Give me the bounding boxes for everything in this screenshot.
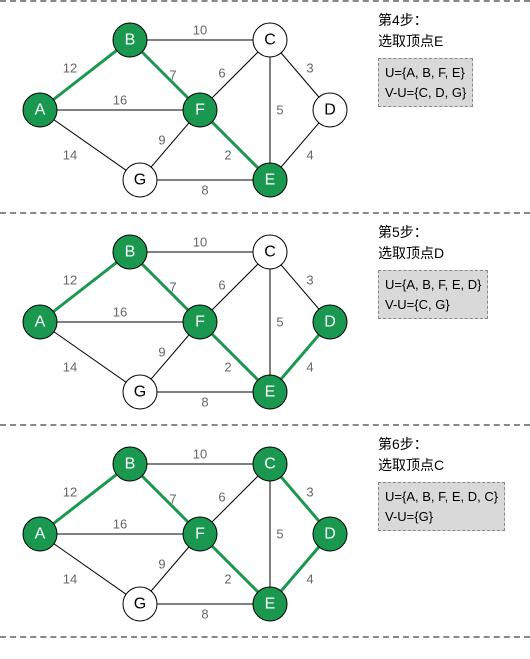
weight-GE: 8 [201,607,208,622]
weight-BF: 7 [169,68,176,83]
weight-CD: 3 [306,273,313,288]
node-label-E: E [265,384,276,401]
set-box: U={A, B, F, E, D, C}V-U={G} [378,482,505,531]
step-title: 第5步： [378,222,488,243]
weight-AB: 12 [63,485,77,500]
node-label-C: C [264,32,276,49]
weight-CD: 3 [306,61,313,76]
weight-CE: 5 [276,315,283,330]
vu-set: V-U={G} [385,507,498,527]
weight-FE: 2 [224,148,231,163]
u-set: U={A, B, F, E, D} [385,275,481,295]
node-label-E: E [265,596,276,613]
edge-AG [40,110,140,180]
node-label-A: A [35,102,46,119]
weight-BF: 7 [169,492,176,507]
weight-CF: 6 [218,278,225,293]
weight-BC: 10 [193,235,207,250]
weight-FG: 9 [158,557,165,572]
node-label-B: B [125,32,136,49]
graph-wrap: 12 16 14 10 7 6 5 3 4 2 9 8 A B C D E F G [10,10,370,200]
vu-set: V-U={C, D, G} [385,83,466,103]
step-panel: 12 16 14 10 7 6 5 3 4 2 9 8 A B C D E F G 第5步：选取顶点D U={A, B,… [0,214,530,426]
weight-FG: 9 [158,133,165,148]
weight-CF: 6 [218,490,225,505]
step-title: 第6步： [378,434,505,455]
weight-AF: 16 [113,93,127,108]
weight-AG: 14 [63,572,77,587]
step-panel: 12 16 14 10 7 6 5 3 4 2 9 8 A B C D E F G 第4步：选取顶点E U={A, B,… [0,0,530,214]
node-label-A: A [35,314,46,331]
node-label-C: C [264,244,276,261]
step-side: 第4步：选取顶点E U={A, B, F, E}V-U={C, D, G} [378,10,473,107]
node-label-B: B [125,456,136,473]
weight-CD: 3 [306,485,313,500]
step-title: 第4步： [378,10,473,31]
weight-GE: 8 [201,183,208,198]
weight-AF: 16 [113,517,127,532]
weight-FG: 9 [158,345,165,360]
step-pick: 选取顶点D [378,243,488,264]
weight-FE: 2 [224,360,231,375]
graph-svg: 12 16 14 10 7 6 5 3 4 2 9 8 A B C D E F G [10,434,370,624]
weight-CE: 5 [276,103,283,118]
node-label-D: D [324,102,336,119]
node-label-E: E [265,172,276,189]
weight-GE: 8 [201,395,208,410]
step-pick: 选取顶点E [378,31,473,52]
node-label-G: G [134,596,146,613]
weight-DE: 4 [306,360,313,375]
node-label-F: F [195,314,205,331]
edge-AG [40,322,140,392]
node-label-F: F [195,102,205,119]
step-side: 第5步：选取顶点D U={A, B, F, E, D}V-U={C, G} [378,222,488,319]
node-label-D: D [324,314,336,331]
step-panel: 12 16 14 10 7 6 5 3 4 2 9 8 A B C D E F G 第6步：选取顶点C U={A, B,… [0,426,530,638]
u-set: U={A, B, F, E, D, C} [385,487,498,507]
diagram-root: 12 16 14 10 7 6 5 3 4 2 9 8 A B C D E F G 第4步：选取顶点E U={A, B,… [0,0,530,638]
node-label-D: D [324,526,336,543]
weight-AG: 14 [63,148,77,163]
step-side: 第6步：选取顶点C U={A, B, F, E, D, C}V-U={G} [378,434,505,531]
vu-set: V-U={C, G} [385,295,481,315]
step-pick: 选取顶点C [378,455,505,476]
weight-BC: 10 [193,447,207,462]
weight-DE: 4 [306,148,313,163]
node-label-F: F [195,526,205,543]
weight-AB: 12 [63,61,77,76]
node-label-G: G [134,172,146,189]
graph-wrap: 12 16 14 10 7 6 5 3 4 2 9 8 A B C D E F G [10,434,370,624]
set-box: U={A, B, F, E, D}V-U={C, G} [378,270,488,319]
graph-svg: 12 16 14 10 7 6 5 3 4 2 9 8 A B C D E F G [10,10,370,200]
node-label-B: B [125,244,136,261]
node-label-G: G [134,384,146,401]
weight-BC: 10 [193,23,207,38]
weight-DE: 4 [306,572,313,587]
graph-svg: 12 16 14 10 7 6 5 3 4 2 9 8 A B C D E F G [10,222,370,412]
weight-BF: 7 [169,280,176,295]
weight-AF: 16 [113,305,127,320]
weight-AG: 14 [63,360,77,375]
node-label-A: A [35,526,46,543]
u-set: U={A, B, F, E} [385,63,466,83]
node-label-C: C [264,456,276,473]
weight-CE: 5 [276,527,283,542]
weight-FE: 2 [224,572,231,587]
graph-wrap: 12 16 14 10 7 6 5 3 4 2 9 8 A B C D E F G [10,222,370,412]
edge-AG [40,534,140,604]
weight-AB: 12 [63,273,77,288]
set-box: U={A, B, F, E}V-U={C, D, G} [378,58,473,107]
weight-CF: 6 [218,66,225,81]
